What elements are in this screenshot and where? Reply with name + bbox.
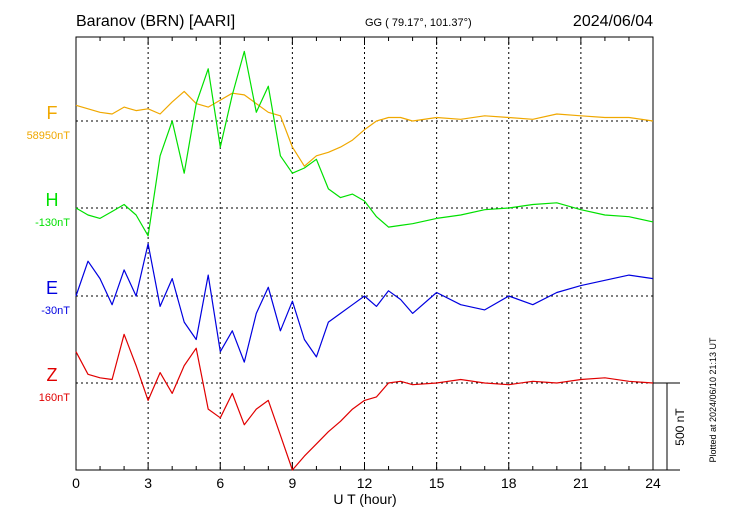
x-tick-labels: 0 3 6 9 12 15 18 21 24 — [72, 475, 661, 491]
scale-bar: 500 nT — [653, 382, 687, 471]
x-tick-label: 6 — [216, 475, 224, 491]
series-baseline-h: -130nT — [35, 217, 70, 229]
series-name-h: H — [46, 190, 59, 210]
series-baseline-f: 58950nT — [27, 130, 71, 142]
axis-ticks — [75, 37, 654, 470]
series-line-e — [75, 243, 654, 363]
scale-bar-label: 500 nT — [673, 408, 687, 446]
coords-label: GG ( 79.17°, 101.37°) — [365, 17, 472, 29]
x-tick-label: 0 — [72, 475, 80, 491]
series-baseline-z: 160nT — [39, 392, 70, 404]
series-name-z: Z — [47, 365, 58, 385]
plotted-timestamp: Plotted at 2024/06/10 21:13 UT — [708, 337, 718, 463]
series-name-e: E — [46, 278, 58, 298]
x-tick-label: 3 — [144, 475, 152, 491]
x-tick-label: 9 — [288, 475, 296, 491]
grid-lines — [76, 37, 653, 470]
date-label: 2024/06/04 — [573, 13, 653, 30]
x-tick-label: 18 — [501, 475, 517, 491]
x-tick-label: 15 — [429, 475, 445, 491]
series-name-f: F — [47, 103, 58, 123]
series-line-z — [75, 333, 654, 471]
series-baseline-e: -30nT — [41, 305, 70, 317]
x-tick-label: 21 — [573, 475, 589, 491]
station-title: Baranov (BRN) [AARI] — [76, 13, 235, 30]
x-axis-label: U T (hour) — [333, 491, 396, 507]
series-line-h — [75, 50, 654, 237]
series-labels: F 58950nT H -130nT E -30nT Z 160nT — [27, 103, 71, 404]
x-tick-label: 12 — [357, 475, 373, 491]
series-line-f — [75, 90, 654, 167]
series-lines — [75, 50, 654, 471]
x-tick-label: 24 — [645, 475, 661, 491]
